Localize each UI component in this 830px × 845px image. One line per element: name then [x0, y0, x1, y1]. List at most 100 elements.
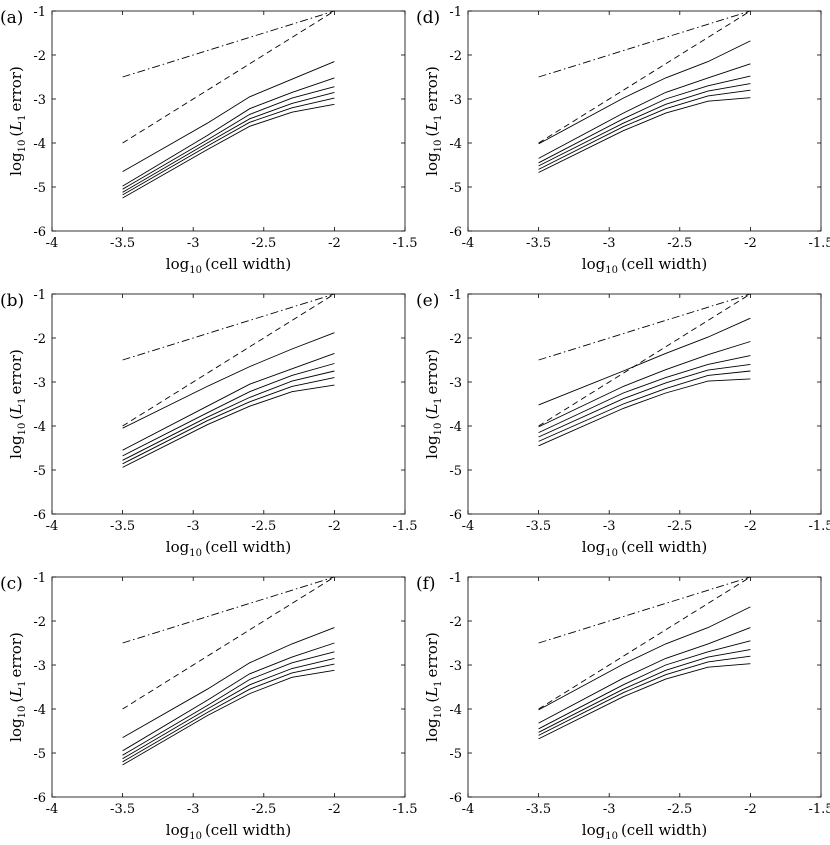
- x-tick-label: -2: [328, 802, 341, 817]
- x-axis-label: log10 (cell width): [166, 538, 291, 559]
- y-tick-label: -4: [449, 703, 462, 718]
- series-line-2: [538, 63, 751, 159]
- y-tick-label: -5: [449, 464, 462, 479]
- y-axis-label: log10(L1error): [7, 349, 28, 459]
- x-tick-label: -3: [187, 236, 200, 251]
- x-tick-label: -3: [187, 519, 200, 534]
- x-axis-label: log10 (cell width): [582, 821, 707, 842]
- y-tick-label: -1: [33, 571, 46, 586]
- panel-label: (d): [416, 8, 440, 28]
- y-tick-label: -5: [33, 747, 46, 762]
- panel-label: (b): [0, 291, 24, 311]
- x-tick-label: -1.5: [808, 236, 830, 251]
- y-axis-label: log10(L1error): [7, 66, 28, 176]
- x-tick-label: -2.5: [667, 519, 692, 534]
- series-line-4: [538, 363, 751, 438]
- series-line-6: [122, 103, 335, 199]
- series-line-6: [122, 384, 335, 468]
- panel-label: (f): [416, 574, 436, 594]
- series-line-1: [122, 627, 335, 738]
- series-line-2: [538, 341, 751, 428]
- panel-e: -4 -3.5 -3 -2.5 -2 -1.5 -6 -5 -4 -3 -2 -1 (e) log10 (c…: [416, 288, 830, 559]
- reference-line-dashdot: [538, 576, 751, 644]
- x-tick-label: -3.5: [110, 802, 135, 817]
- y-tick-label: -3: [449, 93, 462, 108]
- y-axis-label: log10(L1error): [423, 66, 444, 176]
- series-line-2: [538, 627, 751, 724]
- plot-frame: [467, 293, 822, 515]
- x-tick-label: -4: [462, 802, 475, 817]
- x-tick-label: -2: [328, 519, 341, 534]
- series-line-3: [122, 86, 335, 190]
- x-tick-label: -1.5: [392, 519, 417, 534]
- series-line-1: [538, 606, 751, 711]
- plot-frame: [467, 576, 822, 798]
- series-line-4: [122, 91, 335, 193]
- y-tick-label: -6: [33, 791, 46, 806]
- series-line-5: [538, 370, 751, 442]
- x-tick-label: -3.5: [526, 802, 551, 817]
- panel-label: (a): [0, 8, 23, 28]
- x-tick-label: -2.5: [251, 236, 276, 251]
- y-tick-label: -3: [33, 659, 46, 674]
- panel-label: (e): [416, 291, 439, 311]
- x-tick-label: -1.5: [392, 236, 417, 251]
- series-line-4: [538, 83, 751, 167]
- y-axis-label: log10(L1error): [7, 632, 28, 742]
- panel-label: (c): [0, 574, 23, 594]
- y-tick-label: -1: [449, 288, 462, 303]
- series-line-6: [538, 378, 751, 447]
- series-line-2: [122, 642, 335, 752]
- x-axis-label: log10 (cell width): [582, 538, 707, 559]
- series-line-2: [122, 77, 335, 187]
- y-tick-label: -4: [449, 420, 462, 435]
- x-axis-label: log10 (cell width): [582, 255, 707, 276]
- x-tick-label: -1.5: [808, 519, 830, 534]
- y-tick-label: -3: [33, 376, 46, 391]
- reference-line-dashed: [538, 576, 751, 710]
- series-line-2: [122, 352, 335, 451]
- series-line-5: [538, 655, 751, 736]
- x-tick-label: -2.5: [251, 802, 276, 817]
- x-tick-label: -2.5: [251, 519, 276, 534]
- y-tick-label: -2: [449, 332, 462, 347]
- series-line-5: [122, 377, 335, 465]
- plot-frame: [51, 576, 406, 798]
- series-line-3: [122, 363, 335, 457]
- series-line-3: [538, 355, 751, 434]
- y-tick-label: -5: [449, 747, 462, 762]
- y-tick-label: -1: [449, 5, 462, 20]
- y-tick-label: -1: [33, 288, 46, 303]
- y-tick-label: -6: [33, 508, 46, 523]
- series-line-6: [122, 669, 335, 766]
- y-tick-label: -1: [449, 571, 462, 586]
- y-tick-label: -1: [33, 5, 46, 20]
- y-tick-label: -2: [449, 49, 462, 64]
- y-tick-label: -2: [33, 49, 46, 64]
- y-axis-label: log10(L1error): [423, 632, 444, 742]
- series-line-1: [122, 61, 335, 172]
- plot-frame: [467, 10, 822, 232]
- y-tick-label: -5: [449, 181, 462, 196]
- reference-line-dashed: [122, 293, 335, 427]
- series-line-3: [538, 75, 751, 164]
- x-tick-label: -3: [187, 802, 200, 817]
- panel-d: -4 -3.5 -3 -2.5 -2 -1.5 -6 -5 -4 -3 -2 -1 (d) log10 (c…: [416, 5, 830, 276]
- reference-line-dashdot: [538, 293, 751, 361]
- series-line-1: [122, 332, 335, 429]
- y-tick-label: -6: [449, 225, 462, 240]
- x-tick-label: -2: [328, 236, 341, 251]
- series-line-5: [122, 663, 335, 763]
- series-line-1: [538, 40, 751, 145]
- panel-b: -4 -3.5 -3 -2.5 -2 -1.5 -6 -5 -4 -3 -2 -1 (b) log10 (c…: [0, 288, 418, 559]
- y-tick-label: -6: [449, 791, 462, 806]
- reference-line-dashdot: [122, 293, 335, 361]
- reference-line-dashed: [122, 576, 335, 710]
- series-line-4: [122, 370, 335, 461]
- series-line-1: [538, 317, 751, 406]
- x-tick-label: -2.5: [667, 236, 692, 251]
- x-tick-label: -2.5: [667, 802, 692, 817]
- series-line-6: [538, 97, 751, 173]
- x-tick-label: -3.5: [526, 519, 551, 534]
